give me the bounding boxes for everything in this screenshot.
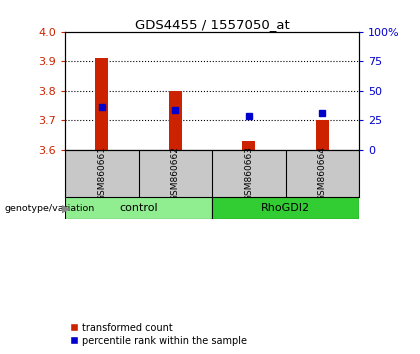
Bar [95,58,108,150]
Text: GSM860663: GSM860663 [244,146,253,201]
Text: control: control [119,204,158,213]
Text: GSM860664: GSM860664 [318,146,327,201]
Text: RhoGDI2: RhoGDI2 [261,204,310,213]
Title: GDS4455 / 1557050_at: GDS4455 / 1557050_at [135,18,289,31]
Legend: transformed count, percentile rank within the sample: transformed count, percentile rank withi… [70,323,247,346]
Bar [242,141,255,150]
Bar [169,91,182,150]
Text: genotype/variation: genotype/variation [4,204,94,213]
Bar [316,120,329,150]
Text: ▶: ▶ [62,204,71,213]
Bar [65,198,212,219]
Text: GSM860662: GSM860662 [171,146,180,201]
Bar [212,198,359,219]
Text: GSM860661: GSM860661 [97,146,106,201]
